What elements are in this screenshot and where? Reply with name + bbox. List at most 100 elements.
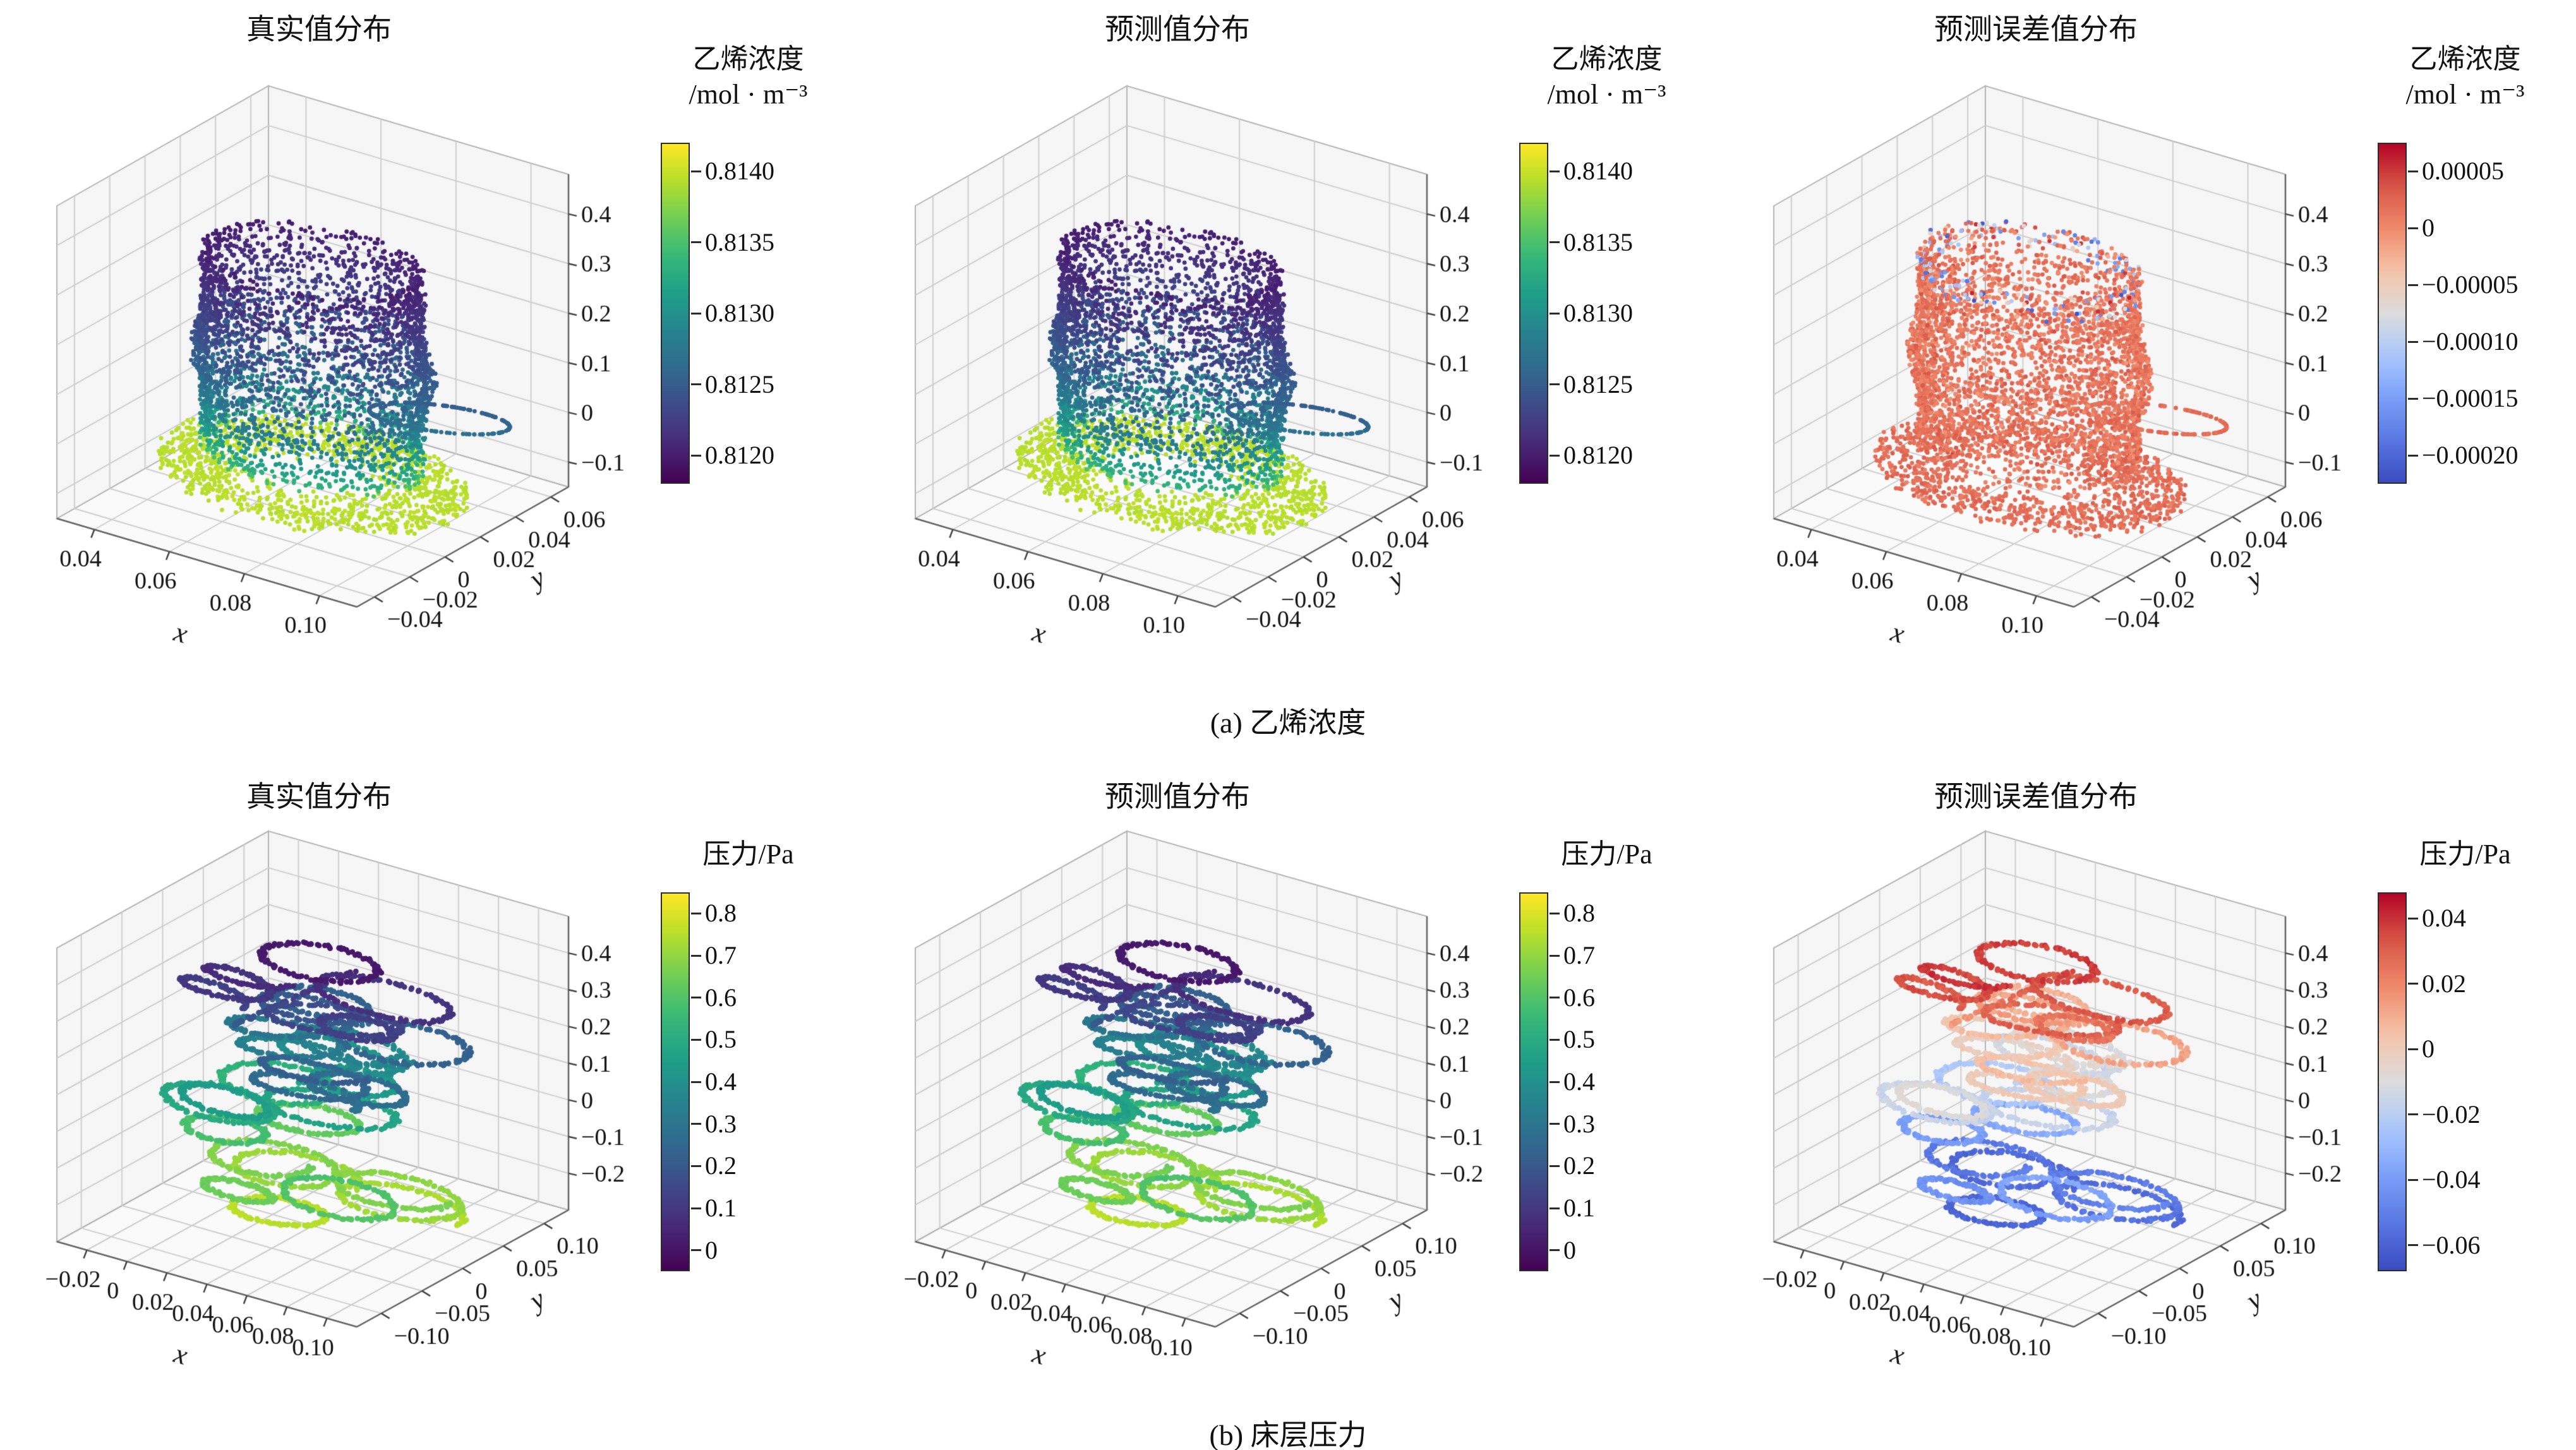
colorbar-title-line1: 乙烯浓度 — [1551, 44, 1663, 75]
colorbar-tick — [691, 954, 701, 957]
colorbar-tick — [1550, 1249, 1560, 1252]
row-bed-pressure: 真实值分布 压力/Pa 0.8 0.7 0.6 0.5 0.4 0.3 0.2 0.1 0 预测… — [0, 767, 2576, 1405]
colorbar-pressure-error: 压力/Pa 0.04 0.02 0 −0.02 −0.04 −0.06 — [2355, 809, 2575, 1390]
colorbar-tick — [1550, 383, 1560, 385]
colorbar-tick — [1550, 312, 1560, 315]
colorbar-tick-label: 0.2 — [705, 1151, 737, 1180]
panel-error-pressure: 预测误差值分布 压力/Pa 0.04 0.02 0 −0.02 −0.04 −0.06 — [1717, 767, 2575, 1405]
colorbar-tick-label: 0 — [2422, 1034, 2435, 1064]
colorbar-gradient — [661, 143, 690, 484]
colorbar-tick-label: 0.3 — [1563, 1109, 1595, 1138]
colorbar-gradient — [661, 892, 690, 1271]
colorbar-tick — [2408, 1178, 2418, 1181]
colorbar-tick-label: 0.6 — [705, 983, 737, 1012]
panel-predicted-pressure: 预测值分布 压力/Pa 0.8 0.7 0.6 0.5 0.4 0.3 0.2 0.1 0 — [858, 767, 1717, 1405]
colorbar-tick-label: 0.02 — [2422, 969, 2466, 998]
colorbar-tick — [691, 241, 701, 243]
colorbar-tick — [1550, 1081, 1560, 1083]
panel-error-concentration: 预测误差值分布 乙烯浓度 /mol · m⁻³ 0.00005 0 −0.00005… — [1717, 0, 2575, 692]
colorbar-tick — [1550, 1165, 1560, 1167]
colorbar-tick-label: 0.8140 — [705, 157, 774, 185]
colorbar-tick — [691, 1081, 701, 1083]
colorbar-tick — [691, 170, 701, 172]
colorbar-tick — [1550, 1207, 1560, 1209]
colorbar-tick — [691, 1249, 701, 1252]
colorbar-title-line1: 乙烯浓度 — [2409, 44, 2521, 75]
colorbar-tick-label: 0.00005 — [2422, 157, 2504, 185]
panel-title: 真实值分布 — [246, 781, 392, 813]
colorbar-title-line2: /mol · m⁻³ — [1547, 79, 1666, 110]
colorbar-tick — [2408, 983, 2418, 985]
colorbar-tick-label: −0.00015 — [2422, 384, 2519, 412]
plot-3d-scatter-true-concentration — [0, 42, 638, 667]
colorbar-tick — [1550, 170, 1560, 172]
colorbar-pressure: 压力/Pa 0.8 0.7 0.6 0.5 0.4 0.3 0.2 0.1 0 — [1496, 809, 1717, 1390]
colorbar-tick-label: 0.8 — [1563, 899, 1595, 928]
colorbar-tick — [691, 1207, 701, 1209]
colorbar-title-line2: /mol · m⁻³ — [689, 79, 808, 110]
colorbar-tick — [1550, 912, 1560, 914]
colorbar-tick — [691, 312, 701, 315]
colorbar-tick-label: −0.00020 — [2422, 441, 2519, 469]
colorbar-tick-label: −0.06 — [2422, 1230, 2481, 1259]
colorbar-gradient — [2378, 143, 2407, 484]
colorbar-gradient — [1519, 892, 1548, 1271]
colorbar-tick — [2408, 454, 2418, 457]
colorbar-tick-label: 0.8120 — [705, 441, 774, 469]
colorbar-title-line1: 压力/Pa — [2419, 839, 2511, 870]
colorbar-tick-label: −0.04 — [2422, 1165, 2481, 1194]
plot-3d-scatter-error-concentration — [1717, 42, 2355, 667]
colorbar-tick-label: −0.00005 — [2422, 270, 2519, 299]
colorbar-tick — [691, 1123, 701, 1125]
plot-3d-scatter-error-pressure — [1717, 809, 2355, 1390]
panel-title: 预测误差值分布 — [1934, 781, 2138, 813]
colorbar-tick — [2408, 170, 2418, 172]
colorbar-tick-label: 0.1 — [1563, 1194, 1595, 1222]
colorbar-concentration: 乙烯浓度 /mol · m⁻³ 0.8140 0.8135 0.8130 0.8125… — [1496, 42, 1717, 667]
colorbar-tick-label: 0.6 — [1563, 983, 1595, 1012]
colorbar-tick-label: 0.7 — [1563, 941, 1595, 969]
colorbar-tick — [2408, 340, 2418, 343]
colorbar-tick — [691, 1165, 701, 1167]
colorbar-title: 乙烯浓度 /mol · m⁻³ — [1496, 42, 1717, 112]
colorbar-tick-label: 0.4 — [1563, 1067, 1595, 1096]
panel-title: 预测值分布 — [1105, 781, 1250, 813]
colorbar-concentration-error: 乙烯浓度 /mol · m⁻³ 0.00005 0 −0.00005 −0.00010… — [2355, 42, 2575, 667]
colorbar-title: 乙烯浓度 /mol · m⁻³ — [638, 42, 858, 112]
panel-title: 真实值分布 — [246, 13, 392, 45]
colorbar-concentration: 乙烯浓度 /mol · m⁻³ 0.8140 0.8135 0.8130 0.8125… — [638, 42, 858, 667]
panel-true-concentration: 真实值分布 乙烯浓度 /mol · m⁻³ 0.8140 0.8135 0.8130… — [0, 0, 858, 692]
colorbar-tick-label: 0.8130 — [705, 299, 774, 327]
colorbar-pressure: 压力/Pa 0.8 0.7 0.6 0.5 0.4 0.3 0.2 0.1 0 — [638, 809, 858, 1390]
colorbar-tick — [2408, 227, 2418, 229]
colorbar-tick-label: 0.3 — [705, 1109, 737, 1138]
colorbar-tick-label: 0.5 — [705, 1025, 737, 1054]
colorbar-tick — [691, 997, 701, 999]
row-ethylene-concentration: 真实值分布 乙烯浓度 /mol · m⁻³ 0.8140 0.8135 0.8130… — [0, 0, 2576, 692]
colorbar-tick-label: 0.8135 — [1563, 227, 1633, 256]
colorbar-tick — [1550, 997, 1560, 999]
colorbar-gradient — [2378, 892, 2407, 1271]
panel-title: 预测误差值分布 — [1934, 13, 2138, 45]
colorbar-tick-label: 0.8135 — [705, 227, 774, 256]
colorbar-tick-label: 0.8130 — [1563, 299, 1633, 327]
colorbar-tick-label: 0.8125 — [705, 369, 774, 398]
colorbar-tick-label: 0.04 — [2422, 904, 2466, 933]
colorbar-tick — [1550, 241, 1560, 243]
colorbar-title-line1: 压力/Pa — [1561, 839, 1652, 870]
colorbar-tick-label: 0 — [1563, 1235, 1576, 1264]
colorbar-title-line1: 压力/Pa — [702, 839, 794, 870]
colorbar-tick — [1550, 1038, 1560, 1041]
colorbar-tick — [1550, 954, 1560, 957]
colorbar-tick — [691, 383, 701, 385]
plot-3d-scatter-true-pressure — [0, 809, 638, 1390]
colorbar-tick — [2408, 1048, 2418, 1050]
colorbar-tick — [2408, 917, 2418, 920]
caption-b: (b) 床层压力 — [1209, 1419, 1367, 1450]
colorbar-tick-label: 0.8125 — [1563, 369, 1633, 398]
colorbar-tick — [691, 1038, 701, 1041]
panel-true-pressure: 真实值分布 压力/Pa 0.8 0.7 0.6 0.5 0.4 0.3 0.2 0.1 0 — [0, 767, 858, 1405]
colorbar-tick-label: 0 — [705, 1235, 718, 1264]
colorbar-title-line2: /mol · m⁻³ — [2405, 79, 2525, 110]
